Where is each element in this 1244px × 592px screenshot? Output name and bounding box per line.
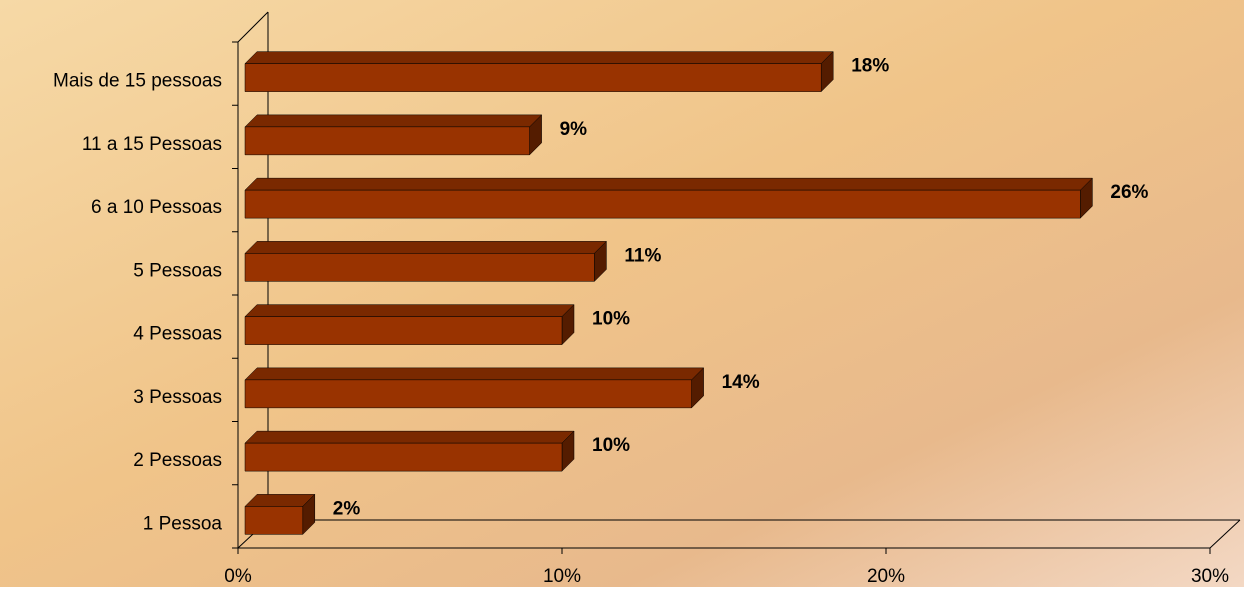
bar-front: [244, 63, 822, 92]
value-label: 26%: [1110, 182, 1148, 203]
x-tick-label: 0%: [224, 566, 252, 587]
bar: [244, 304, 575, 346]
bar-front: [244, 253, 595, 282]
value-label: 2%: [333, 498, 361, 519]
bar-top: [244, 114, 543, 128]
x-tick-label: 20%: [867, 566, 905, 587]
depth-edge: [237, 11, 269, 43]
bar: [244, 114, 543, 156]
bar: [244, 367, 705, 409]
x-tick-label: 30%: [1191, 566, 1229, 587]
y-tick-label: 11 a 15 Pessoas: [82, 134, 222, 155]
bar: [244, 51, 834, 93]
value-label: 11%: [624, 245, 661, 266]
bar-front: [244, 316, 563, 345]
value-label: 9%: [560, 119, 588, 140]
bar-front: [244, 379, 692, 409]
bar-front: [244, 189, 1081, 219]
bar: [244, 240, 608, 282]
bar-top: [244, 241, 608, 254]
bar: [244, 177, 1094, 219]
y-tick-label: 5 Pessoas: [133, 260, 222, 281]
x-tick-label: 10%: [543, 566, 581, 587]
bar-front: [244, 442, 563, 472]
bar-top: [244, 51, 834, 64]
value-label: 10%: [592, 435, 630, 456]
bar-top: [244, 367, 705, 381]
depth-edge: [1209, 519, 1241, 549]
y-tick-label: Mais de 15 pessoas: [53, 71, 222, 92]
bar-top: [244, 304, 575, 317]
value-label: 18%: [851, 56, 889, 77]
value-label: 10%: [592, 309, 630, 330]
y-tick-label: 4 Pessoas: [133, 324, 222, 345]
bar-top: [244, 177, 1094, 191]
value-label: 14%: [722, 372, 760, 393]
y-tick-label: 6 a 10 Pessoas: [91, 197, 222, 218]
bar-top: [244, 430, 575, 444]
bar-front: [244, 126, 530, 156]
bar: [244, 493, 316, 535]
bar-front: [244, 506, 304, 535]
y-tick-label: 2 Pessoas: [133, 450, 222, 471]
bar: [244, 430, 575, 472]
y-tick-label: 1 Pessoa: [143, 513, 223, 534]
y-tick-label: 3 Pessoas: [133, 387, 222, 408]
